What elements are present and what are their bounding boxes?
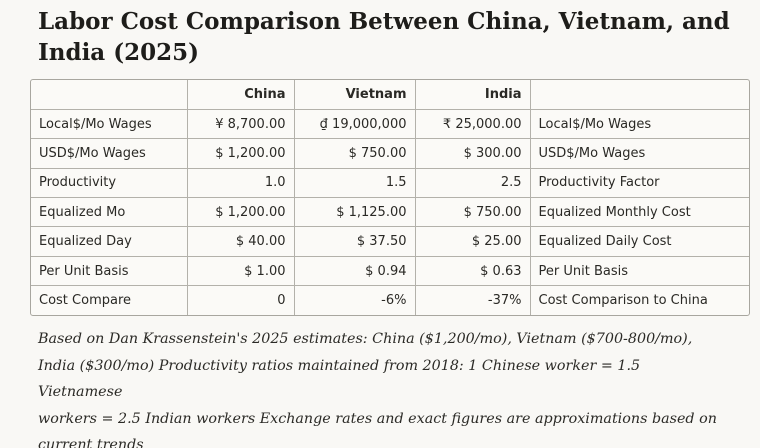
table-row: Equalized Mo $ 1,200.00 $ 1,125.00 $ 750.00…	[31, 197, 749, 228]
page-title: Labor Cost Comparison Between China, Vie…	[38, 8, 730, 66]
row-label-cell: Cost Compare	[31, 285, 188, 315]
labor-cost-table: China Vietnam India Local$/Mo Wages ¥ 8,7…	[31, 80, 749, 315]
row-label-cell: Equalized Mo	[31, 197, 188, 228]
footnote-line: Based on Dan Krassenstein's 2025 estimat…	[38, 331, 693, 347]
india-cell: $ 750.00	[415, 197, 531, 228]
china-cell: $ 1,200.00	[187, 138, 295, 169]
table-row: Productivity 1.0 1.5 2.5 Productivity Factor	[31, 168, 749, 199]
footnote-line: India ($300/mo) Productivity ratios main…	[38, 357, 641, 401]
india-cell: ₹ 25,000.00	[415, 109, 531, 140]
china-cell: $ 1,200.00	[187, 197, 295, 228]
vietnam-cell: ₫ 19,000,000	[294, 109, 416, 140]
description-cell: Equalized Monthly Cost	[530, 197, 749, 228]
description-cell: USD$/Mo Wages	[530, 138, 749, 169]
china-cell: 1.0	[187, 168, 295, 199]
header-row-label	[31, 80, 188, 110]
header-vietnam: Vietnam	[294, 80, 416, 110]
india-cell: -37%	[415, 285, 531, 315]
table-row: Equalized Day $ 40.00 $ 37.50 $ 25.00 Equali…	[31, 226, 749, 257]
vietnam-cell: -6%	[294, 285, 416, 315]
row-label-cell: Per Unit Basis	[31, 256, 188, 287]
table-header-row: China Vietnam India	[31, 80, 749, 110]
table-row: Cost Compare 0 -6% -37% Cost Comparison to C…	[31, 285, 749, 315]
china-cell: $ 1.00	[187, 256, 295, 287]
india-cell: 2.5	[415, 168, 531, 199]
china-cell: $ 40.00	[187, 226, 295, 257]
vietnam-cell: 1.5	[294, 168, 416, 199]
row-label-cell: Local$/Mo Wages	[31, 109, 188, 140]
header-description	[530, 80, 749, 110]
row-label-cell: USD$/Mo Wages	[31, 138, 188, 169]
table-row: Local$/Mo Wages ¥ 8,700.00 ₫ 19,000,000 ₹ 2…	[31, 109, 749, 140]
header-india: India	[415, 80, 531, 110]
row-label-cell: Productivity	[31, 168, 188, 199]
vietnam-cell: $ 1,125.00	[294, 197, 416, 228]
table-row: USD$/Mo Wages $ 1,200.00 $ 750.00 $ 300.00 U…	[31, 138, 749, 169]
footnote: Based on Dan Krassenstein's 2025 estimat…	[38, 326, 728, 448]
description-cell: Equalized Daily Cost	[530, 226, 749, 257]
china-cell: 0	[187, 285, 295, 315]
india-cell: $ 300.00	[415, 138, 531, 169]
india-cell: $ 0.63	[415, 256, 531, 287]
vietnam-cell: $ 0.94	[294, 256, 416, 287]
china-cell: ¥ 8,700.00	[187, 109, 295, 140]
footnote-line: current trends	[38, 437, 144, 448]
description-cell: Cost Comparison to China	[538, 293, 708, 309]
row-label-cell: Equalized Day	[31, 226, 188, 257]
description-cell: Per Unit Basis	[530, 256, 749, 287]
india-cell: $ 25.00	[415, 226, 531, 257]
footnote-line: workers = 2.5 Indian workers Exchange ra…	[38, 410, 717, 427]
labor-cost-table-container: China Vietnam India Local$/Mo Wages ¥ 8,7…	[30, 79, 750, 316]
table-row: Per Unit Basis $ 1.00 $ 0.94 $ 0.63 Per Unit…	[31, 256, 749, 287]
description-cell: Productivity Factor	[530, 168, 749, 199]
vietnam-cell: $ 750.00	[294, 138, 416, 169]
header-china: China	[187, 80, 295, 110]
description-cell: Local$/Mo Wages	[530, 109, 749, 140]
vietnam-cell: $ 37.50	[294, 226, 416, 257]
